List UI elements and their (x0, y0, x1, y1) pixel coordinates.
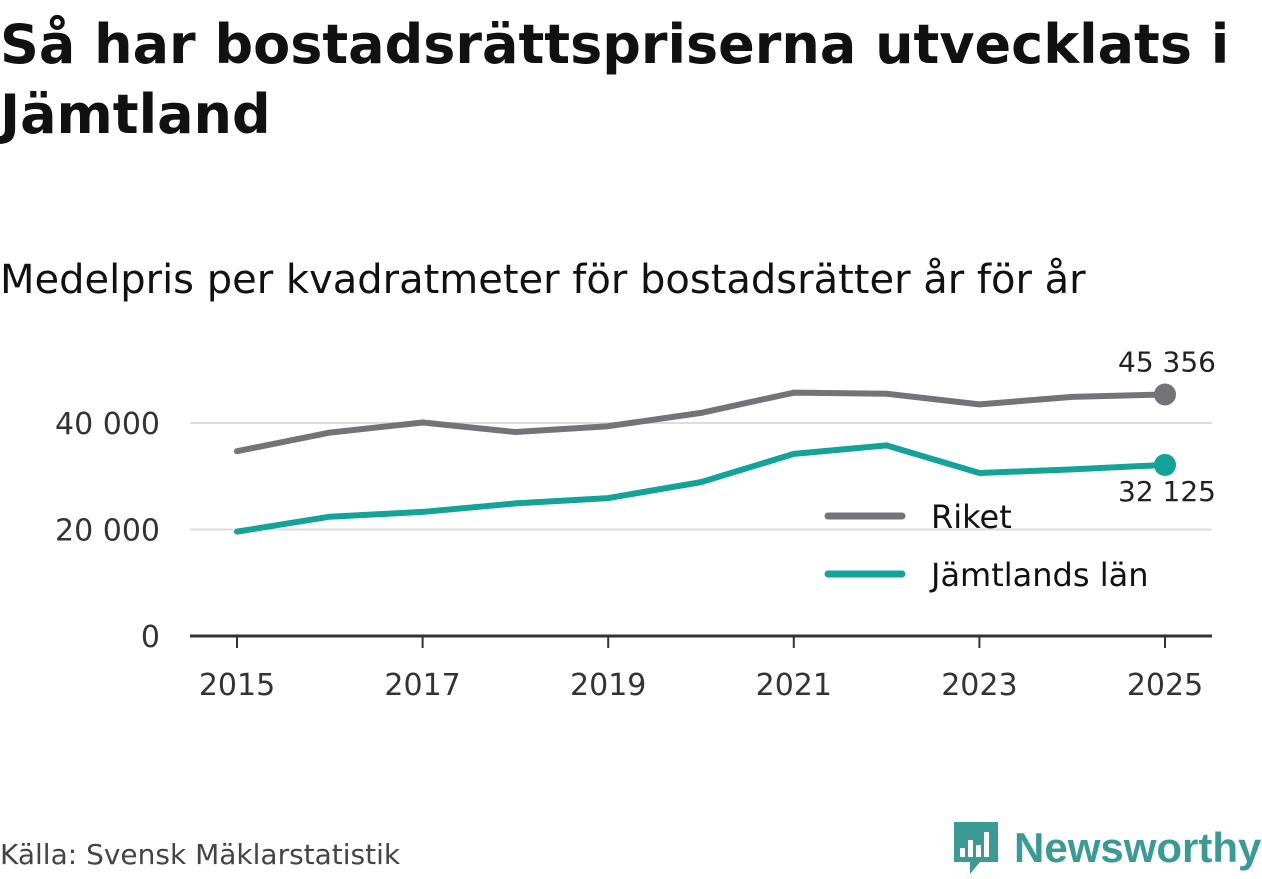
newsworthy-logo-icon (954, 822, 998, 874)
x-tick-label: 2019 (570, 668, 646, 703)
legend-label: Jämtlands län (929, 556, 1148, 594)
legend-label: Riket (931, 498, 1012, 536)
end-point-marker (1154, 383, 1176, 406)
chart-title: Så har bostadsrättspriserna utvecklats i… (0, 13, 1230, 146)
x-tick-label: 2021 (756, 668, 832, 703)
y-tick-label: 0 (141, 620, 160, 655)
end-value-label: 32 125 (1118, 475, 1216, 508)
brand-name: Newsworthy (1014, 824, 1262, 871)
x-tick-label: 2017 (384, 668, 460, 703)
source-note: Källa: Svensk Mäklarstatistik (0, 838, 401, 871)
x-tick-label: 2015 (199, 668, 275, 703)
series-line-jamtland (234, 442, 1168, 535)
line-chart: 0 20 000 40 000 2015 2017 2019 2021 2023 2025 45 … (55, 345, 1216, 703)
x-tick-label: 2023 (941, 668, 1017, 703)
y-tick-label: 20 000 (55, 514, 160, 549)
x-tick-label: 2025 (1127, 668, 1203, 703)
end-value-label: 45 356 (1118, 345, 1216, 378)
end-point-marker (1154, 453, 1176, 476)
series-line-riket (234, 389, 1168, 455)
brand-logo: Newsworthy (950, 818, 1261, 878)
y-tick-label: 40 000 (55, 407, 160, 442)
chart-subtitle: Medelpris per kvadratmeter för bostadsrä… (0, 257, 1086, 303)
